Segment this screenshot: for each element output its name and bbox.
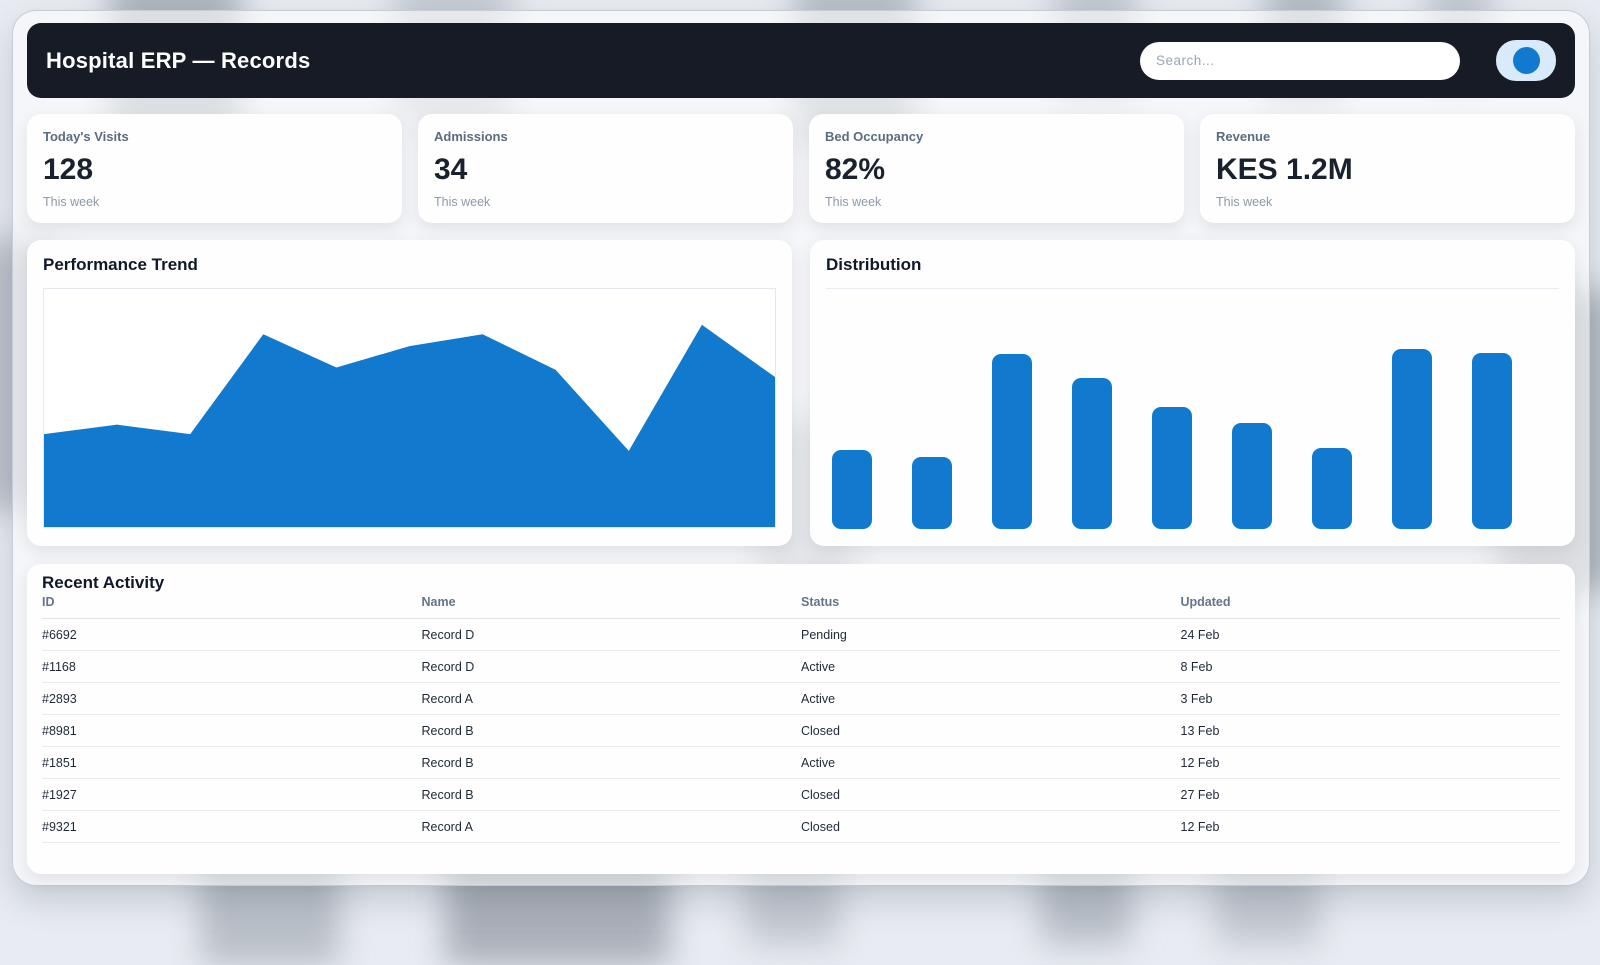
table-row: #8981 Record B Closed 13 Feb (42, 714, 1560, 747)
stat-value: 82% (825, 153, 886, 186)
table-cell: #2893 (42, 682, 422, 715)
table-row: #6692 Record D Pending 24 Feb (42, 618, 1560, 651)
stat-label: Revenue (1216, 129, 1271, 144)
area-series (44, 324, 775, 527)
stat-label: Bed Occupancy (825, 129, 924, 144)
area-chart-svg (44, 324, 775, 527)
table-cell: #1168 (42, 650, 422, 683)
search-input[interactable] (1140, 41, 1460, 80)
distribution-card: Distribution (810, 240, 1575, 546)
table-cell: Record B (421, 746, 801, 779)
table-cell: #6692 (42, 618, 422, 651)
records-table-header: ID Name Status Updated (42, 595, 1560, 619)
charts-row: Performance Trend Distribution (27, 240, 1575, 546)
performance-trend-chart (43, 288, 776, 528)
stat-card-admissions: Admissions 34 This week (418, 114, 793, 223)
table-cell: Closed (801, 810, 1181, 843)
table-cell: 12 Feb (1180, 746, 1560, 779)
recent-activity-card: Recent Activity ID Name Status Updated #… (27, 564, 1575, 874)
stat-subtitle: This week (43, 195, 100, 209)
performance-trend-title: Performance Trend (43, 255, 198, 274)
table-cell: Record A (421, 682, 801, 715)
stat-subtitle: This week (1216, 195, 1273, 209)
records-table: ID Name Status Updated #6692 Record D Pend… (42, 595, 1560, 843)
stat-subtitle: This week (825, 195, 882, 209)
app-title: Hospital ERP — Records (46, 47, 311, 73)
distribution-bar (1232, 422, 1272, 529)
table-cell: Active (801, 746, 1181, 779)
column-header-name: Name (421, 595, 801, 619)
table-row: #1851 Record B Active 12 Feb (42, 746, 1560, 779)
distribution-bar (912, 456, 952, 529)
table-row: #9321 Record A Closed 12 Feb (42, 810, 1560, 843)
stat-subtitle: This week (434, 195, 491, 209)
table-cell: #1851 (42, 746, 422, 779)
distribution-bar (1392, 349, 1432, 529)
table-cell: Record A (421, 810, 801, 843)
stat-label: Admissions (434, 129, 508, 144)
table-cell: #8981 (42, 714, 422, 747)
column-header-id: ID (42, 595, 422, 619)
table-cell: 12 Feb (1180, 810, 1560, 843)
table-cell: 8 Feb (1180, 650, 1560, 683)
app-header: Hospital ERP — Records (27, 23, 1575, 98)
stat-card-revenue: Revenue KES 1.2M This week (1200, 114, 1575, 223)
table-cell: 3 Feb (1180, 682, 1560, 715)
stat-card-todays-visits: Today's Visits 128 This week (27, 114, 402, 223)
table-cell: Record B (421, 778, 801, 811)
distribution-bar (1072, 377, 1112, 529)
table-cell: Active (801, 682, 1181, 715)
performance-trend-card: Performance Trend (27, 240, 792, 546)
column-header-status: Status (801, 595, 1181, 619)
table-cell: Pending (801, 618, 1181, 651)
stat-value: 34 (434, 153, 468, 186)
table-cell: 27 Feb (1180, 778, 1560, 811)
distribution-bar (1312, 448, 1352, 529)
table-cell: #9321 (42, 810, 422, 843)
table-cell: Closed (801, 778, 1181, 811)
avatar-button[interactable] (1496, 40, 1556, 81)
dashboard-container: Hospital ERP — Records Today's Visits 12… (12, 10, 1590, 886)
table-cell: Record D (421, 618, 801, 651)
stats-row: Today's Visits 128 This week Admissions … (27, 114, 1575, 223)
user-avatar-icon (1512, 47, 1540, 74)
distribution-bar (832, 449, 872, 529)
table-row: #2893 Record A Active 3 Feb (42, 682, 1560, 715)
table-row: #1927 Record B Closed 27 Feb (42, 778, 1560, 811)
distribution-divider (826, 288, 1559, 289)
recent-activity-title: Recent Activity (42, 573, 165, 592)
table-cell: 13 Feb (1180, 714, 1560, 747)
header-actions (1140, 40, 1556, 81)
stat-value: KES 1.2M (1216, 153, 1353, 186)
distribution-title: Distribution (826, 255, 922, 274)
distribution-chart (832, 295, 1512, 529)
column-header-updated: Updated (1180, 595, 1560, 619)
distribution-bar (1472, 352, 1512, 529)
distribution-bar (1152, 406, 1192, 529)
stat-card-bed-occupancy: Bed Occupancy 82% This week (809, 114, 1184, 223)
table-cell: Closed (801, 714, 1181, 747)
table-cell: 24 Feb (1180, 618, 1560, 651)
distribution-bar (992, 354, 1032, 529)
table-cell: #1927 (42, 778, 422, 811)
table-cell: Record B (421, 714, 801, 747)
table-cell: Record D (421, 650, 801, 683)
table-cell: Active (801, 650, 1181, 683)
table-row: #1168 Record D Active 8 Feb (42, 650, 1560, 683)
stat-value: 128 (43, 153, 94, 186)
stat-label: Today's Visits (43, 129, 129, 144)
